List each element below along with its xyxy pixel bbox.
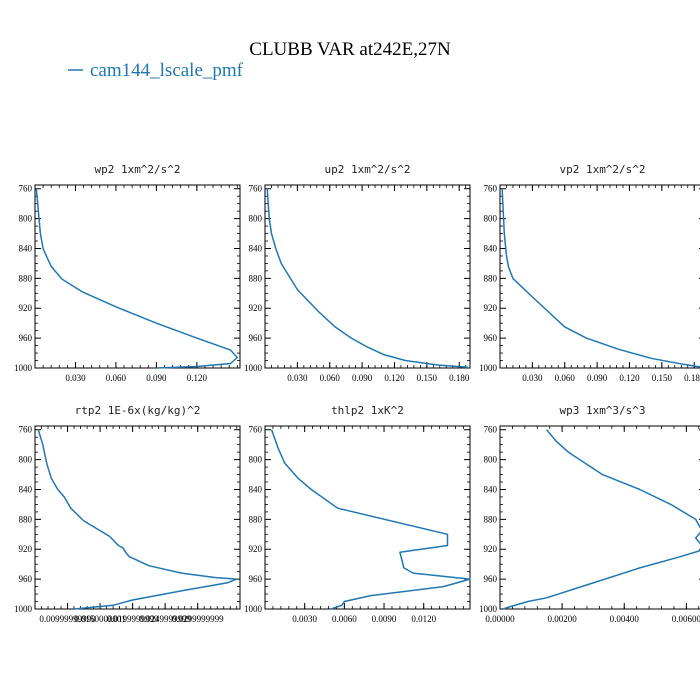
y-tick-label: 920 (249, 544, 263, 554)
y-tick-label: 840 (249, 484, 263, 494)
x-tick-label: 0.030 (65, 373, 86, 383)
x-tick-label: 0.0120 (411, 614, 436, 624)
panel-title: up2 1xm^2/s^2 (324, 163, 410, 176)
panel-4: rtp2 1E-6x(kg/kg)^2 760 800 840 880 920 960 100… (14, 404, 241, 624)
panel-title: vp2 1xm^2/s^2 (559, 163, 645, 176)
y-tick-label: 1000 (14, 604, 33, 614)
x-tick-label: 0.0150000001 (74, 614, 126, 624)
x-tick-label: 0.120 (619, 373, 640, 383)
x-tick-label: 0.0299999999 (172, 614, 224, 624)
y-tick-label: 880 (249, 273, 263, 283)
y-tick-label: 920 (19, 303, 33, 313)
y-tick-label: 960 (249, 333, 263, 343)
y-tick-label: 960 (484, 333, 498, 343)
y-tick-label: 880 (19, 514, 33, 524)
y-tick-label: 840 (484, 484, 498, 494)
y-tick-label: 920 (19, 544, 33, 554)
panel-6: wp3 1xm^3/s^3 760 800 840 880 920 960 10000.000… (479, 404, 700, 624)
x-tick-label: 0.090 (352, 373, 373, 383)
y-tick-label: 880 (484, 514, 498, 524)
x-tick-label: 0.120 (384, 373, 405, 383)
y-tick-label: 800 (484, 214, 498, 224)
y-tick-label: 760 (19, 425, 33, 435)
x-tick-label: 0.0060 (332, 614, 357, 624)
series-line (35, 188, 239, 369)
y-tick-label: 760 (249, 184, 263, 194)
y-tick-label: 800 (19, 455, 33, 465)
y-tick-label: 1000 (244, 363, 263, 373)
y-tick-label: 760 (484, 425, 498, 435)
y-tick-label: 800 (484, 455, 498, 465)
panel-title: wp3 1xm^3/s^3 (559, 404, 645, 417)
panel-title: wp2 1xm^2/s^2 (94, 163, 180, 176)
y-tick-label: 880 (19, 273, 33, 283)
plot-frame (264, 184, 471, 369)
x-tick-label: 0.0199999999 (107, 614, 159, 624)
x-tick-label: 0.120 (187, 373, 208, 383)
x-tick-label: 0.180 (684, 373, 700, 383)
x-tick-label: 0.180 (449, 373, 470, 383)
y-tick-label: 840 (249, 243, 263, 253)
y-tick-label: 960 (249, 574, 263, 584)
plot-frame (34, 184, 241, 369)
y-tick-label: 800 (19, 214, 33, 224)
panel-title: rtp2 1E-6x(kg/kg)^2 (75, 404, 201, 417)
y-tick-label: 1000 (14, 363, 33, 373)
y-tick-label: 880 (249, 514, 263, 524)
panel-2: up2 1xm^2/s^2 760 800 840 880 920 960 1000 0.030… (244, 163, 471, 383)
y-tick-label: 960 (19, 574, 33, 584)
y-tick-label: 760 (484, 184, 498, 194)
legend-label: cam144_lscale_pmf (90, 60, 244, 81)
series-line (501, 188, 700, 368)
y-tick-label: 840 (19, 484, 33, 494)
x-tick-label: 0.0090 (372, 614, 397, 624)
x-tick-label: 0.00600 (672, 614, 700, 624)
x-tick-label: 0.030 (287, 373, 308, 383)
y-tick-label: 920 (484, 303, 498, 313)
y-tick-label: 1000 (479, 363, 498, 373)
y-tick-label: 840 (19, 243, 33, 253)
y-tick-label: 840 (484, 243, 498, 253)
panel-title: thlp2 1xK^2 (331, 404, 404, 417)
panel-5: thlp2 1xK^2 760 800 840 880 920 960 1000 0.0030 0… (244, 404, 471, 624)
y-tick-label: 880 (484, 273, 498, 283)
x-tick-label: 0.150 (652, 373, 673, 383)
series-line (37, 429, 238, 610)
series-line (266, 188, 468, 369)
x-tick-label: 0.00200 (547, 614, 577, 624)
x-tick-label: 0.090 (587, 373, 608, 383)
y-tick-label: 920 (484, 544, 498, 554)
x-tick-label: 0.030 (522, 373, 543, 383)
y-tick-label: 1000 (244, 604, 263, 614)
plot-frame (499, 184, 700, 369)
y-tick-label: 920 (249, 303, 263, 313)
x-tick-label: 0.090 (146, 373, 167, 383)
x-tick-label: 0.060 (555, 373, 576, 383)
y-tick-label: 1000 (479, 604, 498, 614)
y-tick-label: 960 (484, 574, 498, 584)
panels-group: wp2 1xm^2/s^2 760 800 840 880 920 960 1000 0.030… (14, 163, 700, 624)
x-tick-label: 0.060 (320, 373, 341, 383)
x-tick-label: 0.00999999990 (39, 614, 96, 624)
plot-frame (264, 425, 471, 610)
plot-frame (499, 425, 700, 610)
x-tick-label: 0.0249999999 (139, 614, 191, 624)
panel-1: wp2 1xm^2/s^2 760 800 840 880 920 960 1000 0.030… (14, 163, 241, 383)
figure-title: CLUBB VAR at242E,27N (249, 39, 451, 60)
panel-3: vp2 1xm^2/s^2 760 800 840 880 920 960 1000 0.030… (479, 163, 700, 383)
series-line (502, 429, 700, 610)
y-tick-label: 800 (249, 455, 263, 465)
x-tick-label: 0.00000 (485, 614, 515, 624)
series-line (270, 429, 471, 610)
y-tick-label: 800 (249, 214, 263, 224)
x-tick-label: 0.060 (106, 373, 127, 383)
y-tick-label: 760 (249, 425, 263, 435)
y-tick-label: 960 (19, 333, 33, 343)
x-tick-label: 0.150 (417, 373, 438, 383)
y-tick-label: 760 (19, 184, 33, 194)
plot-frame (34, 425, 241, 610)
x-tick-label: 0.00400 (610, 614, 640, 624)
x-tick-label: 0.0030 (292, 614, 317, 624)
